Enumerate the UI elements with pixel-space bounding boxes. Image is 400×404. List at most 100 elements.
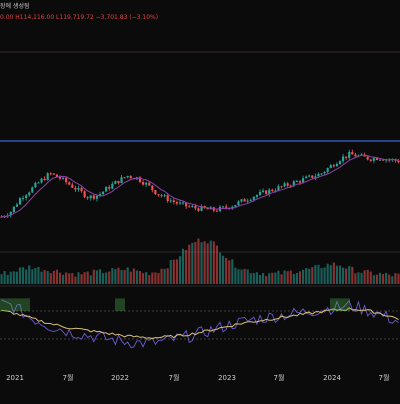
chart-header: 장에 생성됨 0.00 H114,116.00 L119,719.72 −3,7… (0, 0, 400, 32)
candle-body (145, 182, 148, 185)
candle-body (332, 165, 335, 167)
candle-body (258, 191, 262, 196)
volume-bar (157, 272, 160, 284)
volume-bar (262, 273, 265, 284)
volume-bar (317, 264, 320, 284)
volume-bar (129, 271, 132, 284)
volume-panel (0, 238, 400, 284)
candle-body (200, 206, 203, 211)
volume-bar (191, 242, 194, 284)
candle-body (166, 195, 169, 202)
candle-body (108, 186, 111, 189)
volume-bar (98, 269, 102, 284)
candle-body (58, 177, 62, 179)
candle-body (342, 156, 345, 162)
candle-body (372, 157, 375, 161)
volume-bar (268, 273, 271, 284)
volume-bar (391, 276, 394, 284)
candle-body (378, 159, 382, 161)
volume-bar (172, 259, 175, 284)
candle-body (123, 177, 126, 179)
candle-body (397, 160, 400, 163)
volume-bar (6, 274, 9, 284)
candle-body (305, 176, 308, 179)
volume-bar (18, 267, 22, 284)
volume-bar (74, 276, 77, 284)
candle-body (89, 195, 92, 199)
volume-bar (111, 268, 114, 284)
candle-body (74, 187, 77, 190)
volume-bar (37, 266, 40, 284)
candle-body (225, 206, 228, 208)
volume-bar (280, 274, 283, 284)
volume-bar (86, 271, 89, 284)
candle-body (178, 202, 182, 204)
candle-body (25, 195, 28, 199)
oscillator-panel (0, 298, 400, 348)
volume-bar (3, 271, 6, 284)
volume-bar (348, 266, 351, 284)
volume-bar (258, 274, 262, 284)
volume-bar (382, 274, 385, 284)
candle-body (274, 190, 277, 192)
volume-bar (102, 273, 105, 284)
chart-title-fragment: 장에 생성됨 (0, 3, 30, 10)
volume-bar (394, 273, 397, 284)
volume-bar (123, 269, 126, 284)
volume-bar (89, 275, 92, 284)
volume-bar (342, 267, 345, 284)
volume-bar (25, 269, 28, 284)
volume-bar (71, 273, 74, 284)
candle-body (302, 178, 305, 183)
candle-body (338, 161, 342, 164)
candle-body (95, 195, 98, 199)
volume-bar (80, 274, 83, 284)
candle-body (243, 199, 246, 202)
volume-bar (265, 276, 268, 284)
volume-bar (240, 269, 243, 284)
candle-body (83, 191, 86, 198)
volume-bar (49, 273, 52, 284)
moving-average-line (1, 154, 399, 218)
candle-body (43, 178, 46, 181)
candle-body (28, 192, 31, 196)
volume-bar (182, 248, 185, 284)
candle-body (111, 183, 114, 189)
volume-bar (378, 272, 382, 284)
volume-bar (215, 245, 218, 284)
candle-body (34, 182, 37, 188)
candle-body (175, 202, 178, 204)
candle-body (160, 195, 163, 197)
volume-bar (52, 270, 55, 284)
candle-body (15, 204, 18, 207)
candle-body (280, 186, 283, 188)
candle-body (9, 211, 12, 216)
volume-bar (338, 265, 342, 284)
candle-body (68, 182, 71, 185)
candle-body (317, 173, 320, 177)
candle-body (354, 154, 357, 157)
oscillator-overbought-fill (115, 298, 125, 311)
price-panel (0, 51, 400, 287)
volume-bar (188, 244, 191, 284)
candle-body (117, 180, 120, 183)
candle-body (194, 206, 197, 209)
volume-bar (292, 274, 295, 284)
candle-body (185, 202, 188, 207)
candle-body (222, 206, 225, 208)
candle-body (262, 190, 265, 192)
candle-body (314, 176, 317, 178)
volume-bar (372, 275, 375, 284)
volume-bar (277, 270, 280, 284)
volume-bar (255, 272, 258, 284)
volume-bar (197, 238, 200, 284)
volume-bar (308, 268, 311, 284)
volume-bar (15, 271, 18, 284)
volume-bar (209, 240, 212, 284)
volume-bar (354, 273, 357, 284)
x-tick-label: 2022 (111, 374, 129, 382)
volume-bar (234, 267, 237, 284)
volume-bar (40, 271, 43, 284)
candle-body (49, 173, 52, 175)
volume-bar (252, 273, 255, 284)
